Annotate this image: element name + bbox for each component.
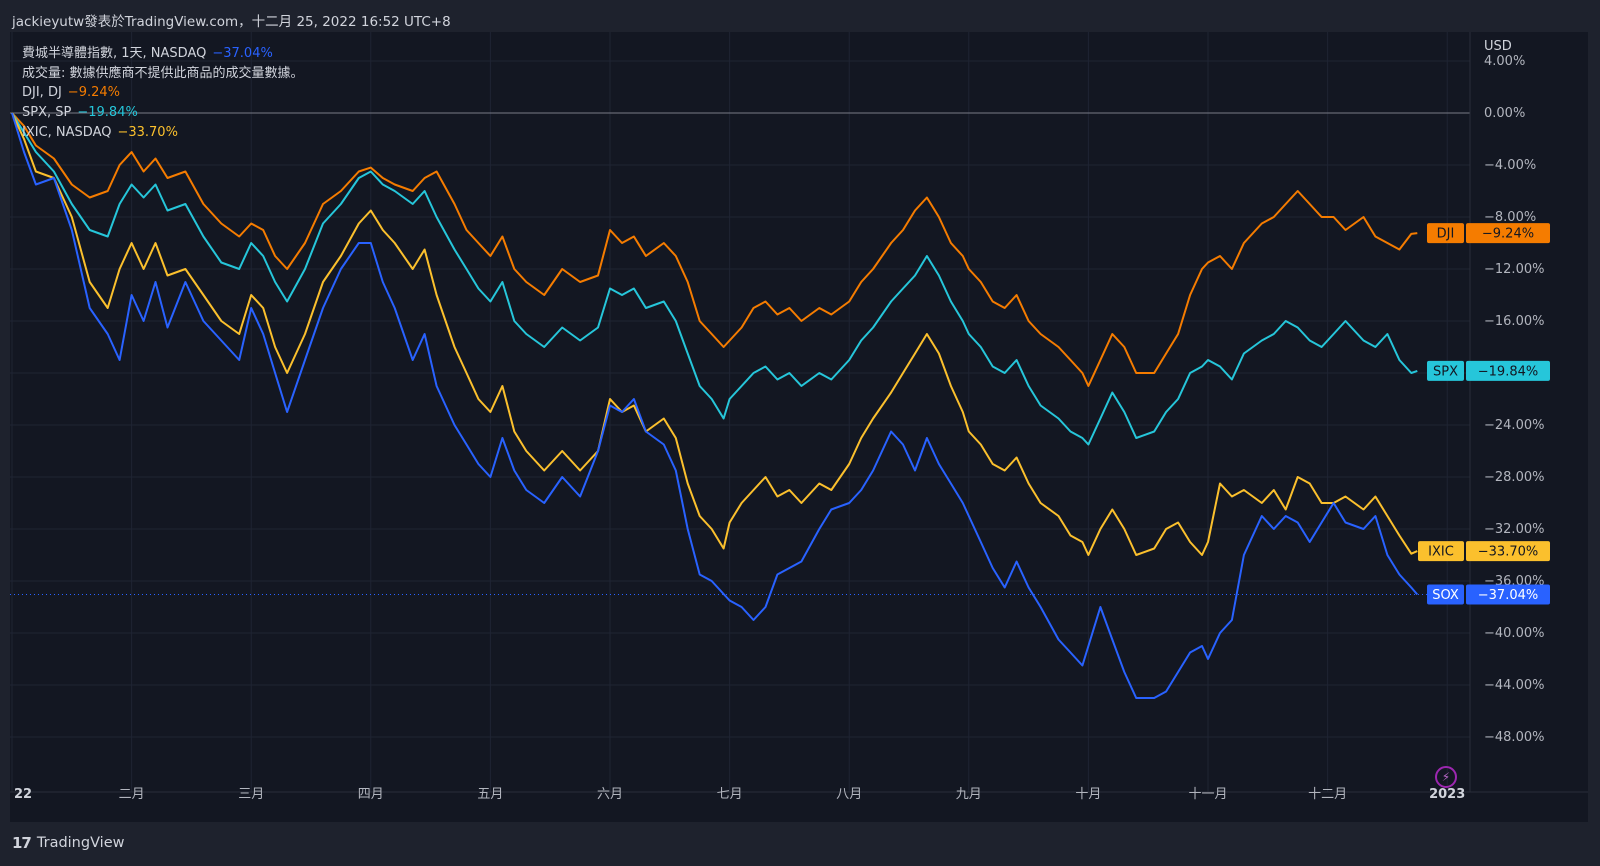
x-tick-label: 2023 <box>1429 787 1465 802</box>
legend-ixic-name: IXIC, NASDAQ <box>22 124 112 140</box>
series-line-ixic <box>11 112 1418 556</box>
publisher-bar: jackieyutw發表於TradingView.com，十二月 25, 202… <box>0 0 1600 32</box>
x-tick-label: 十一月 <box>1188 787 1227 802</box>
badge-symbol-label: IXIC <box>1428 545 1454 560</box>
x-tick-label: 七月 <box>717 787 743 802</box>
badge-value-bg <box>1466 541 1550 562</box>
badge-value-bg <box>1466 584 1550 605</box>
lightning-icon[interactable]: ⚡ <box>1435 766 1457 788</box>
legend-item-dji[interactable]: DJI, DJ −9.24% <box>22 83 304 103</box>
badge-value-bg <box>1466 360 1550 381</box>
legend-item-spx[interactable]: SPX, SP −19.84% <box>22 103 304 123</box>
y-tick-label: −32.00% <box>1484 522 1544 537</box>
x-tick-label: 三月 <box>238 787 264 802</box>
badge-symbol-bg <box>1427 223 1464 244</box>
x-tick-label: 十二月 <box>1308 787 1347 802</box>
legend-spx-value: −19.84% <box>77 105 138 121</box>
x-tick-label: 二月 <box>119 787 145 802</box>
x-tick-label: 六月 <box>597 787 623 802</box>
y-tick-label: −16.00% <box>1484 314 1544 329</box>
y-tick-label: −4.00% <box>1484 158 1536 173</box>
price-badge-sox[interactable]: SOX −37.04% <box>1427 584 1550 605</box>
badge-value-label: −33.70% <box>1478 545 1538 560</box>
y-tick-label: −44.00% <box>1484 678 1544 693</box>
series-line-sox <box>11 112 1419 699</box>
price-badge-spx[interactable]: SPX −19.84% <box>1427 360 1550 381</box>
y-unit-label: USD <box>1484 39 1512 54</box>
y-tick-label: −24.00% <box>1484 418 1544 433</box>
volume-note-text: 成交量: 數據供應商不提供此商品的成交量數據。 <box>22 65 304 81</box>
legend-item-ixic[interactable]: IXIC, NASDAQ −33.70% <box>22 123 304 143</box>
chart-pane[interactable]: 4.00%0.00%−4.00%−8.00%−12.00%−16.00%−20.… <box>10 32 1588 822</box>
badge-symbol-label: SPX <box>1433 364 1458 379</box>
publisher-line: jackieyutw發表於TradingView.com，十二月 25, 202… <box>12 14 451 30</box>
x-tick-label: 五月 <box>477 787 503 802</box>
x-tick-label: 22 <box>14 787 32 802</box>
badge-symbol-label: DJI <box>1437 227 1455 242</box>
tradingview-logo[interactable]: 17 TradingView <box>12 834 124 852</box>
legend-spx-name: SPX, SP <box>22 105 72 121</box>
legend-ixic-value: −33.70% <box>117 124 178 140</box>
chart-svg[interactable]: 4.00%0.00%−4.00%−8.00%−12.00%−16.00%−20.… <box>10 32 1588 822</box>
price-badge-dji[interactable]: DJI −9.24% <box>1427 223 1550 244</box>
series-line-spx <box>11 112 1418 446</box>
legend: 費城半導體指數, 1天, NASDAQ −37.04% 成交量: 數據供應商不提供… <box>22 44 304 142</box>
price-badge-ixic[interactable]: IXIC −33.70% <box>1418 541 1550 562</box>
y-tick-label: −8.00% <box>1484 210 1536 225</box>
footer-bar: 17 TradingView <box>0 822 1600 866</box>
y-tick-label: −48.00% <box>1484 730 1544 745</box>
badge-value-label: −37.04% <box>1478 588 1538 603</box>
y-tick-label: 0.00% <box>1484 106 1525 121</box>
tv-logo-icon: 17 <box>12 834 32 852</box>
x-tick-label: 四月 <box>358 787 384 802</box>
series-line-dji <box>11 112 1418 387</box>
x-tick-label: 八月 <box>836 787 862 802</box>
plot-area <box>10 32 1470 792</box>
legend-dji-value: −9.24% <box>67 85 120 101</box>
badge-symbol-bg <box>1427 584 1464 605</box>
x-tick-label: 十月 <box>1075 787 1101 802</box>
y-tick-label: −28.00% <box>1484 470 1544 485</box>
y-tick-label: 4.00% <box>1484 54 1525 69</box>
badge-value-label: −9.24% <box>1482 227 1534 242</box>
legend-main-series[interactable]: 費城半導體指數, 1天, NASDAQ −37.04% <box>22 44 304 64</box>
badge-symbol-bg <box>1427 360 1464 381</box>
legend-volume-note: 成交量: 數據供應商不提供此商品的成交量數據。 <box>22 64 304 84</box>
x-tick-label: 九月 <box>956 787 982 802</box>
badge-symbol-bg <box>1418 541 1464 562</box>
legend-dji-name: DJI, DJ <box>22 85 62 101</box>
badge-value-bg <box>1466 223 1550 244</box>
legend-main-value: −37.04% <box>212 46 273 61</box>
legend-main-name: 費城半導體指數, 1天, NASDAQ <box>22 46 207 61</box>
tv-brand-text: TradingView <box>36 835 125 851</box>
y-tick-label: −40.00% <box>1484 626 1544 641</box>
badge-value-label: −19.84% <box>1478 364 1538 379</box>
badge-symbol-label: SOX <box>1432 588 1459 603</box>
y-tick-label: −12.00% <box>1484 262 1544 277</box>
